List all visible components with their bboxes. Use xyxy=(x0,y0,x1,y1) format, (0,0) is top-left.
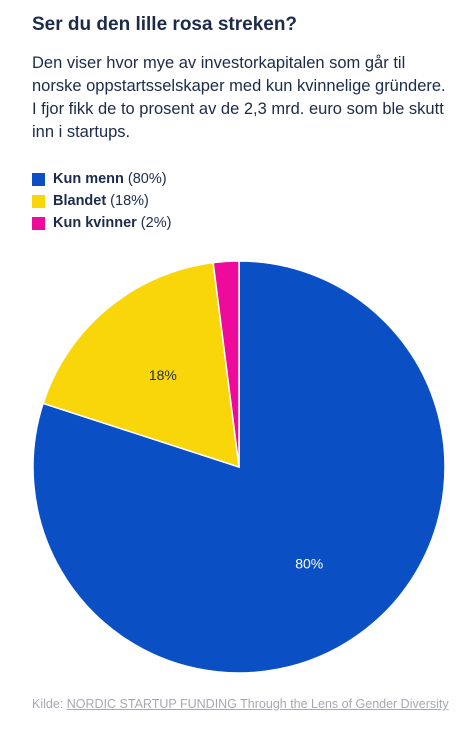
chart-title: Ser du den lille rosa streken? xyxy=(32,14,298,35)
legend-swatch-kun-menn xyxy=(32,172,45,186)
legend-label: Kun menn xyxy=(53,171,124,187)
chart-subtitle: Den viser hvor mye av investorkapitalen … xyxy=(32,54,446,141)
legend-item-blandet: Blandet (18%) xyxy=(32,190,171,212)
legend-label: Kun kvinner xyxy=(53,215,137,231)
pie-chart: 80% 18% xyxy=(32,260,446,674)
pie-slice-blandet xyxy=(42,261,240,469)
pie-data-label: 18% xyxy=(149,367,177,383)
legend-item-kun-menn: Kun menn (80%) xyxy=(32,168,171,190)
source-note: Kilde: NORDIC STARTUP FUNDING Through th… xyxy=(32,697,462,711)
legend-item-kun-kvinner: Kun kvinner (2%) xyxy=(32,212,171,234)
source-prefix: Kilde: xyxy=(32,697,64,711)
pie-data-label: 80% xyxy=(295,556,323,572)
legend: Kun menn (80%) Blandet (18%) Kun kvinner… xyxy=(32,168,171,234)
legend-percent: (2%) xyxy=(140,215,172,231)
pie-slice-kun-kvinner xyxy=(212,260,240,468)
source-link[interactable]: NORDIC STARTUP FUNDING Through the Lens … xyxy=(66,697,449,711)
legend-swatch-kun-kvinner xyxy=(32,216,45,230)
legend-percent: (18%) xyxy=(110,193,149,209)
legend-percent: (80%) xyxy=(127,171,167,187)
legend-label: Blandet xyxy=(53,193,107,209)
legend-swatch-blandet xyxy=(32,194,45,208)
